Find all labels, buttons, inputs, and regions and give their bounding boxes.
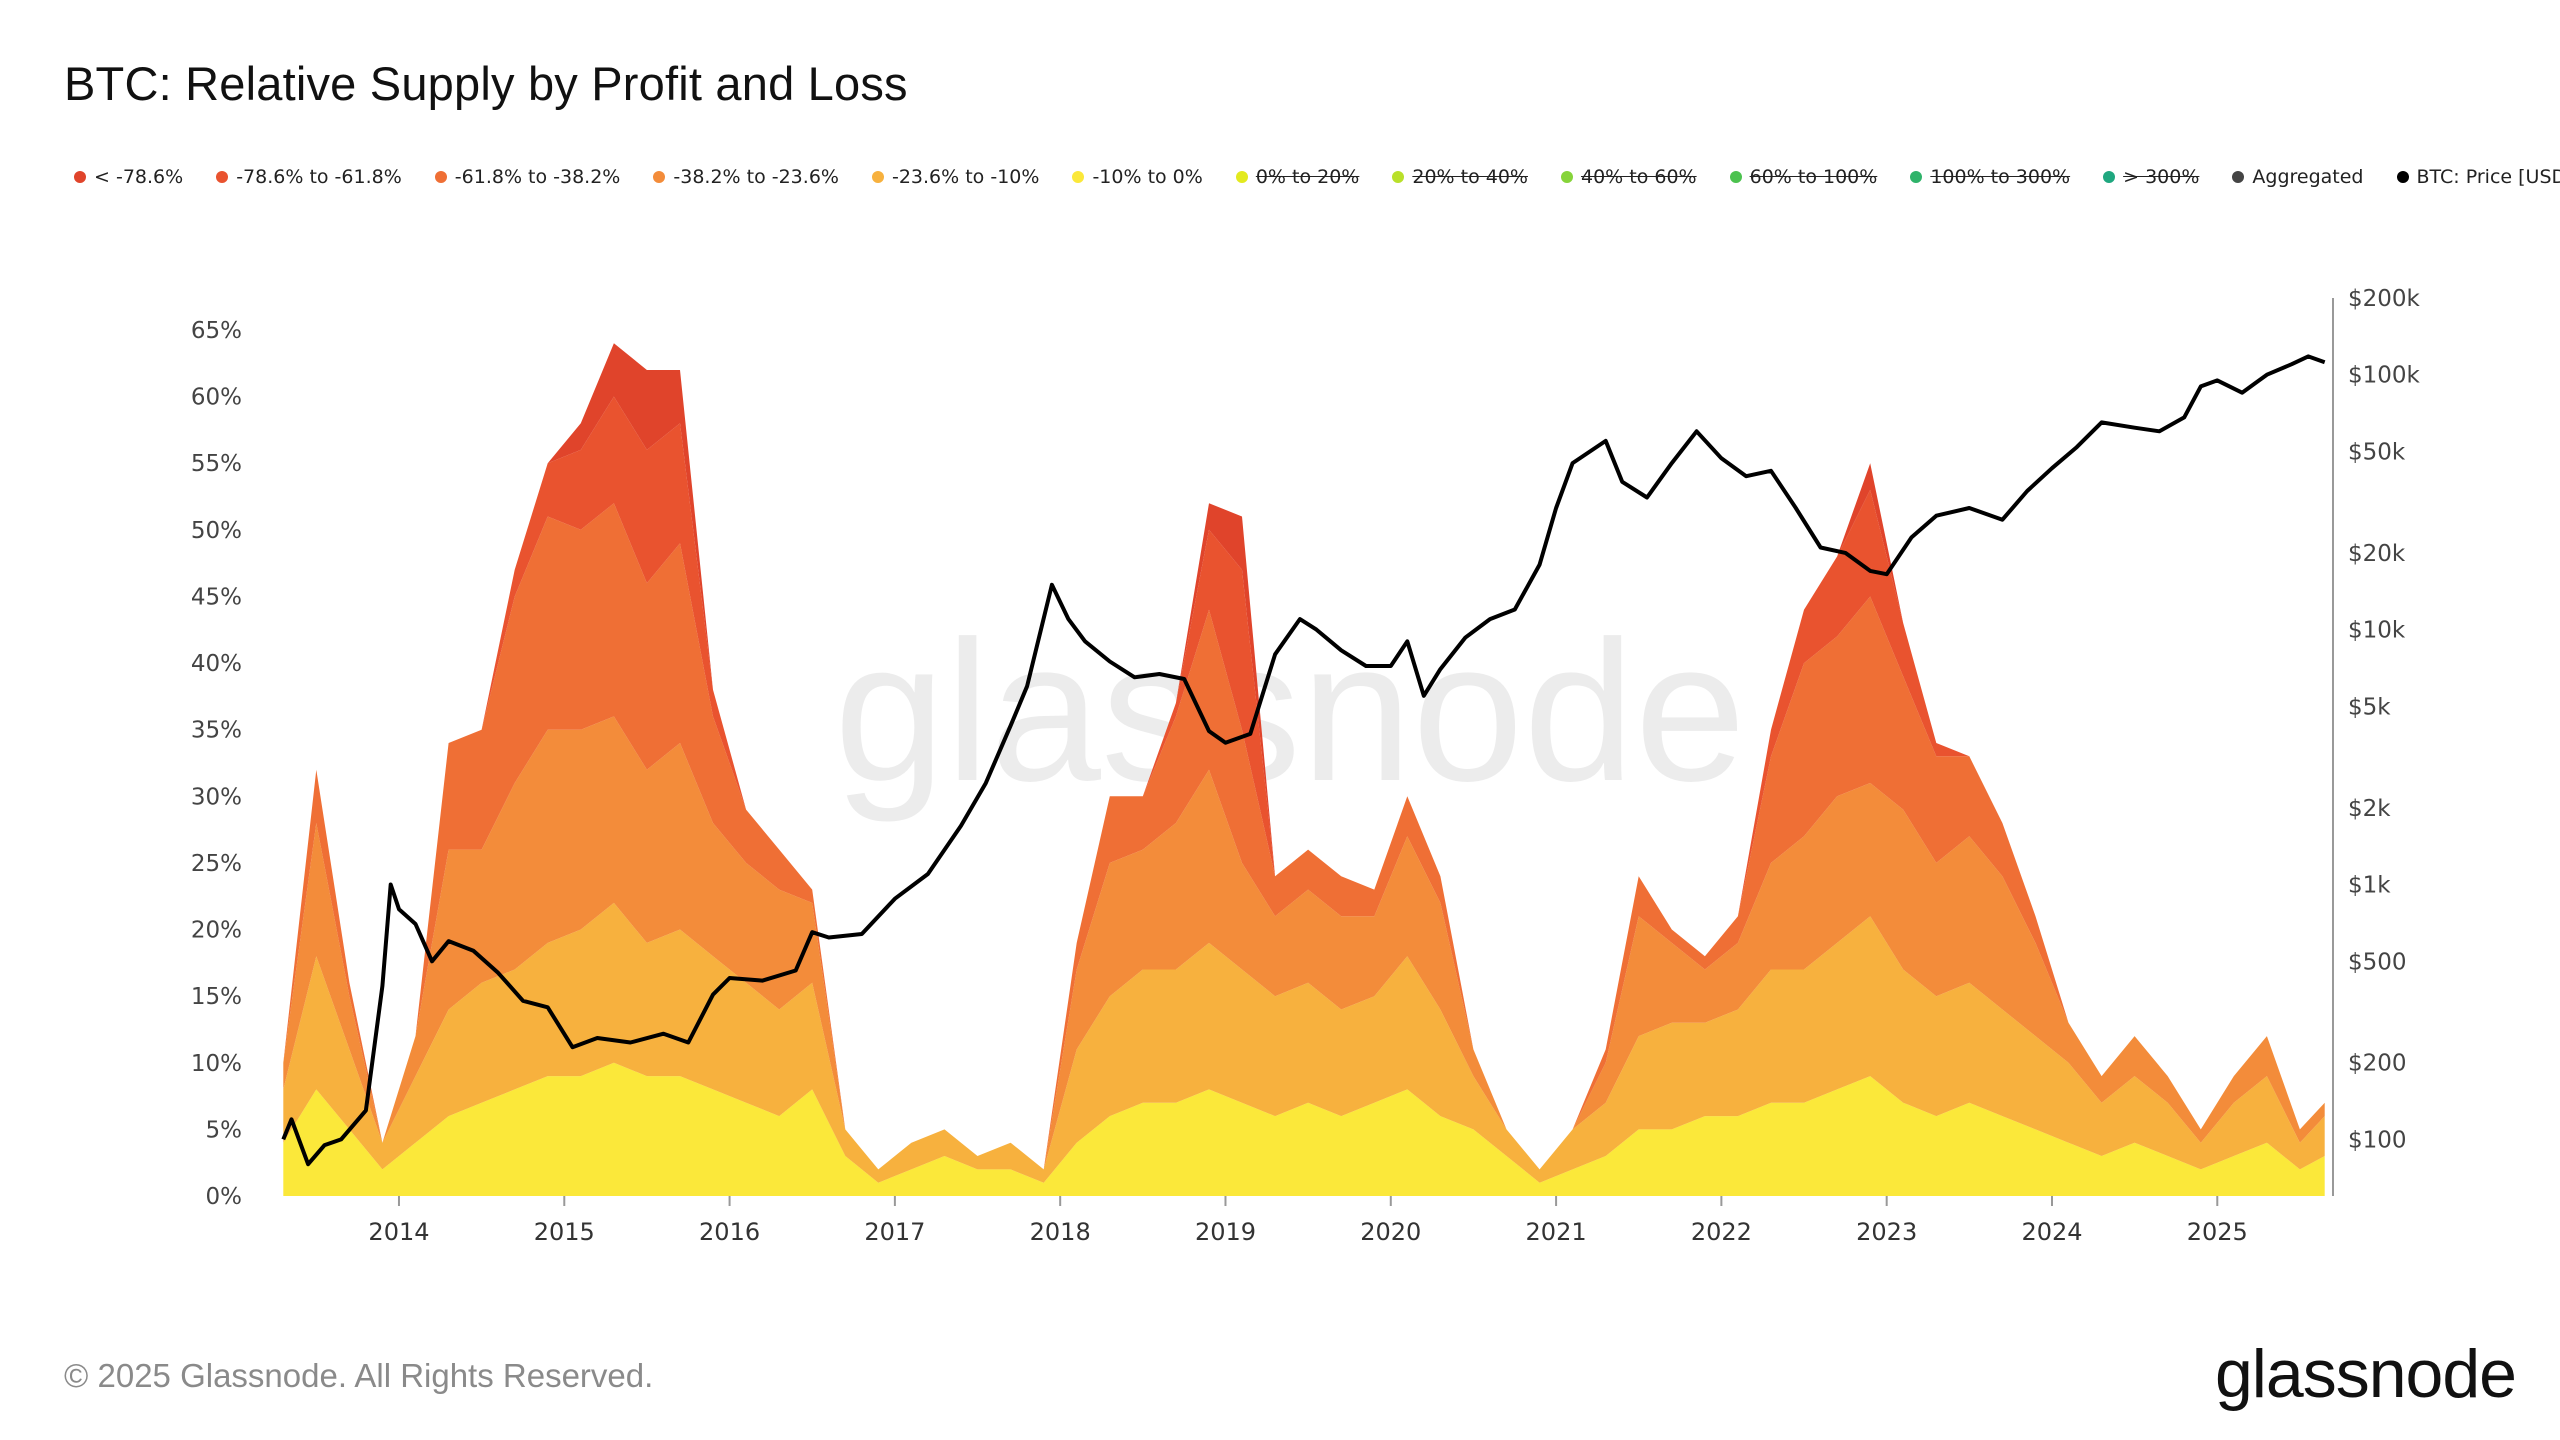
- legend-label: -23.6% to -10%: [891, 166, 1040, 188]
- legend-item[interactable]: Aggregated: [2232, 166, 2364, 188]
- legend-item[interactable]: 20% to 40%: [1392, 166, 1528, 188]
- legend-label: -61.8% to -38.2%: [454, 166, 621, 188]
- area-series: [283, 1062, 2325, 1196]
- left-tick-label: 55%: [191, 451, 242, 477]
- chart-title: BTC: Relative Supply by Profit and Loss: [64, 57, 908, 110]
- legend-label: Aggregated: [2252, 166, 2364, 188]
- right-tick-label: $2k: [2348, 796, 2391, 822]
- legend-label: -78.6% to -61.8%: [236, 166, 402, 188]
- legend-label: 40% to 60%: [1580, 166, 1697, 188]
- right-tick-label: $1k: [2348, 873, 2391, 899]
- legend-item[interactable]: -61.8% to -38.2%: [434, 166, 621, 188]
- x-tick-label: 2023: [1856, 1218, 1917, 1246]
- x-axis: 2014 2015 2016 2017 2018 2019 2020 2021 2022 2023…: [368, 1196, 2248, 1246]
- legend-item[interactable]: < -78.6%: [74, 166, 183, 188]
- left-tick-label: 50%: [191, 518, 242, 544]
- left-tick-label: 40%: [191, 651, 242, 677]
- left-axis: 0% 5% 10% 15% 20% 25% 30% 35% 40% 45% 50% 55% 60% 65%: [191, 318, 242, 1210]
- legend-dot-icon: [1560, 171, 1573, 183]
- right-tick-label: $100: [2348, 1127, 2407, 1153]
- legend-item[interactable]: -23.6% to -10%: [871, 166, 1040, 188]
- legend-label: 60% to 100%: [1749, 166, 1878, 188]
- brand-logo: glassnode: [2214, 1336, 2517, 1412]
- right-tick-label: $200: [2348, 1051, 2407, 1077]
- legend-dot-icon: [1910, 171, 1923, 183]
- area-series: [283, 902, 2325, 1183]
- legend-item[interactable]: -38.2% to -23.6%: [653, 166, 839, 188]
- right-tick-label: $10k: [2348, 618, 2406, 644]
- left-tick-label: 65%: [191, 318, 242, 344]
- x-tick-label: 2020: [1360, 1218, 1421, 1246]
- legend-item[interactable]: 40% to 60%: [1560, 166, 1697, 188]
- legend-item[interactable]: BTC: Price [USD]: [2396, 166, 2560, 188]
- legend-dot-icon: [216, 171, 229, 183]
- x-tick-label: 2024: [2021, 1218, 2082, 1246]
- x-tick-label: 2025: [2187, 1218, 2248, 1246]
- legend-item[interactable]: 100% to 300%: [1910, 166, 2070, 188]
- x-tick-label: 2019: [1195, 1218, 1256, 1246]
- left-tick-label: 20%: [191, 918, 242, 944]
- legend-dot-icon: [1392, 171, 1405, 183]
- legend-item[interactable]: > 300%: [2103, 166, 2199, 188]
- legend-dot-icon: [871, 171, 884, 183]
- legend-dot-icon: [2232, 171, 2245, 183]
- right-tick-label: $500: [2348, 949, 2407, 975]
- legend-label: -10% to 0%: [1092, 166, 1203, 188]
- legend-label: 20% to 40%: [1412, 166, 1528, 188]
- legend-dot-icon: [2103, 171, 2116, 183]
- left-tick-label: 30%: [191, 784, 242, 810]
- legend-label: 100% to 300%: [1930, 166, 2071, 188]
- x-tick-label: 2022: [1691, 1218, 1752, 1246]
- x-tick-label: 2021: [1526, 1218, 1587, 1246]
- left-tick-label: 60%: [191, 385, 242, 411]
- legend-dot-icon: [1072, 171, 1085, 183]
- legend-dot-icon: [434, 171, 447, 183]
- right-axis: $100 $200 $500 $1k $2k $5k $10k $20k $50k $100k $2…: [2348, 286, 2421, 1153]
- right-tick-label: $20k: [2348, 541, 2406, 567]
- x-tick-label: 2014: [368, 1218, 429, 1246]
- x-tick-label: 2015: [534, 1218, 595, 1246]
- left-tick-label: 25%: [191, 851, 242, 877]
- legend-item[interactable]: 60% to 100%: [1729, 166, 1878, 188]
- area-series: [283, 503, 2325, 1170]
- legend-item[interactable]: 0% to 20%: [1235, 166, 1360, 188]
- left-tick-label: 0%: [206, 1184, 243, 1210]
- right-tick-label: $200k: [2348, 286, 2421, 312]
- legend-dot-icon: [653, 171, 666, 183]
- chart-legend: < -78.6% -78.6% to -61.8% -61.8% to -38.2%…: [74, 162, 2560, 192]
- right-tick-label: $50k: [2348, 439, 2406, 465]
- price-line: [281, 354, 2326, 1167]
- left-tick-label: 35%: [191, 718, 242, 744]
- legend-label: -38.2% to -23.6%: [673, 166, 839, 188]
- legend-item[interactable]: -10% to 0%: [1072, 166, 1203, 188]
- x-tick-label: 2018: [1030, 1218, 1091, 1246]
- legend-dot-icon: [2396, 171, 2409, 183]
- legend-label: > 300%: [2123, 166, 2200, 188]
- legend-dot-icon: [1729, 171, 1742, 183]
- right-tick-label: $100k: [2348, 363, 2421, 389]
- x-tick-label: 2016: [699, 1218, 760, 1246]
- right-tick-label: $5k: [2348, 694, 2391, 720]
- legend-label: < -78.6%: [94, 166, 184, 188]
- legend-label: 0% to 20%: [1255, 166, 1360, 188]
- left-tick-label: 15%: [191, 984, 242, 1010]
- left-tick-label: 45%: [191, 584, 242, 610]
- copyright: © 2025 Glassnode. All Rights Reserved.: [64, 1357, 654, 1394]
- area-series: [283, 716, 2325, 1170]
- left-tick-label: 10%: [191, 1051, 242, 1077]
- legend-item[interactable]: -78.6% to -61.8%: [216, 166, 402, 188]
- stacked-areas: [283, 343, 2325, 1196]
- legend-dot-icon: [1235, 171, 1248, 183]
- legend-dot-icon: [74, 171, 86, 183]
- left-tick-label: 5%: [206, 1117, 243, 1143]
- x-tick-label: 2017: [864, 1218, 925, 1246]
- legend-label: BTC: Price [USD]: [2416, 166, 2560, 188]
